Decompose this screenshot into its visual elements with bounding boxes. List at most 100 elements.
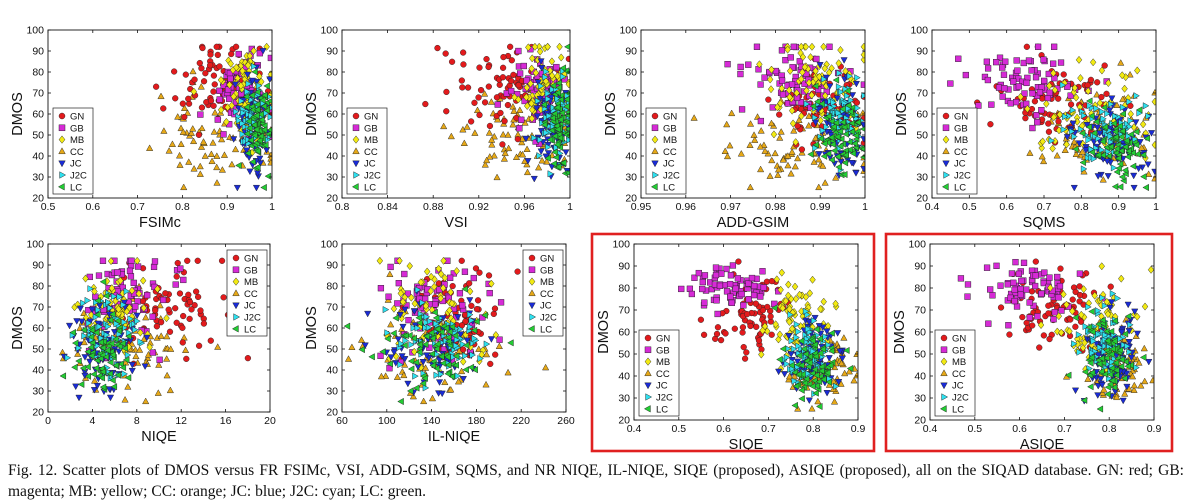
point-gb — [1015, 83, 1023, 90]
point-j2c — [1126, 98, 1133, 106]
point-j2c — [803, 100, 811, 108]
point-gn — [1032, 258, 1039, 265]
point-lc — [1132, 141, 1140, 149]
point-gb — [1007, 100, 1014, 107]
point-gn — [160, 105, 167, 112]
point-gb — [95, 272, 103, 279]
point-gb — [1010, 279, 1017, 286]
legend-label-cc: CC — [364, 147, 378, 158]
point-gb — [997, 282, 1004, 289]
point-jc — [364, 310, 372, 318]
legend-label-j2c: J2C — [244, 313, 261, 324]
point-lc — [549, 82, 557, 90]
point-gb — [723, 288, 731, 295]
x-tick-label: 0.8 — [1102, 423, 1117, 435]
point-cc — [207, 150, 215, 157]
legend-label-mb: MB — [540, 277, 554, 288]
x-axis-label: IL-NIQE — [428, 429, 481, 445]
point-cc — [179, 128, 187, 135]
point-cc — [723, 120, 731, 128]
point-lc — [1112, 366, 1120, 374]
point-gn — [213, 43, 220, 50]
point-j2c — [410, 324, 418, 332]
point-jc — [537, 148, 545, 156]
point-lc — [433, 364, 440, 372]
y-axis-label: DMOS — [894, 92, 910, 136]
point-gn — [210, 102, 217, 109]
point-jc — [78, 318, 86, 326]
point-cc — [1084, 375, 1092, 382]
x-tick-label: 1 — [567, 201, 573, 213]
point-lc — [390, 329, 397, 337]
point-cc — [1099, 175, 1107, 183]
point-mb — [565, 80, 570, 89]
point-gb — [714, 310, 721, 318]
point-gb — [1021, 90, 1028, 97]
point-j2c — [427, 317, 434, 325]
point-lc — [263, 82, 270, 90]
point-jc — [1119, 397, 1127, 405]
legend-label-jc: JC — [954, 159, 966, 170]
point-gn — [759, 307, 766, 314]
point-lc — [1135, 106, 1143, 114]
point-lc — [439, 359, 447, 367]
point-j2c — [408, 341, 415, 349]
point-cc — [163, 371, 171, 379]
legend-marker-cc — [651, 147, 659, 155]
y-axis-label: DMOS — [596, 310, 612, 354]
point-gb — [216, 87, 223, 94]
point-gn — [162, 290, 169, 297]
point-gb — [760, 284, 767, 291]
point-cc — [196, 162, 204, 170]
point-cc — [776, 134, 784, 141]
y-tick-label: 20 — [326, 407, 338, 419]
point-cc — [218, 135, 226, 143]
point-cc — [228, 160, 236, 168]
point-jc — [390, 349, 398, 356]
point-gn — [474, 297, 482, 304]
point-j2c — [537, 82, 545, 90]
point-lc — [90, 370, 97, 378]
legend-marker-mb — [644, 357, 652, 366]
point-cc — [485, 129, 493, 136]
legend-marker-gb — [942, 124, 950, 132]
point-j2c — [1109, 290, 1117, 298]
point-gn — [174, 259, 181, 267]
point-jc — [816, 62, 824, 69]
legend-label-gb: GB — [244, 265, 258, 276]
point-gn — [207, 97, 215, 104]
point-j2c — [414, 286, 422, 294]
point-gb — [738, 290, 745, 298]
point-lc — [1117, 147, 1125, 155]
point-gb — [1056, 282, 1064, 290]
point-gb — [456, 290, 464, 297]
point-lc — [1072, 145, 1079, 153]
point-gn — [196, 59, 203, 67]
point-jc — [401, 306, 409, 314]
point-jc — [454, 314, 462, 321]
point-gn — [735, 258, 742, 265]
point-gb — [1017, 285, 1024, 293]
point-gb — [159, 296, 167, 304]
legend-marker-gb — [58, 124, 66, 132]
y-tick-label: 100 — [320, 239, 338, 251]
point-lc — [1107, 143, 1114, 151]
y-tick-label: 90 — [914, 261, 926, 273]
legend-label-cc: CC — [952, 369, 966, 380]
point-gn — [485, 83, 492, 90]
point-gn — [501, 117, 508, 125]
point-j2c — [459, 340, 467, 348]
point-gn — [514, 268, 521, 275]
point-cc — [771, 149, 779, 157]
point-gn — [508, 77, 515, 85]
point-lc — [266, 98, 272, 104]
point-cc — [458, 367, 466, 375]
point-gn — [481, 99, 489, 106]
point-gb — [180, 276, 187, 284]
point-jc — [1123, 383, 1131, 391]
point-lc — [99, 368, 106, 376]
point-lc — [797, 337, 805, 345]
point-cc — [795, 116, 803, 123]
point-mb — [820, 297, 827, 306]
x-tick-label: 100 — [378, 415, 396, 427]
